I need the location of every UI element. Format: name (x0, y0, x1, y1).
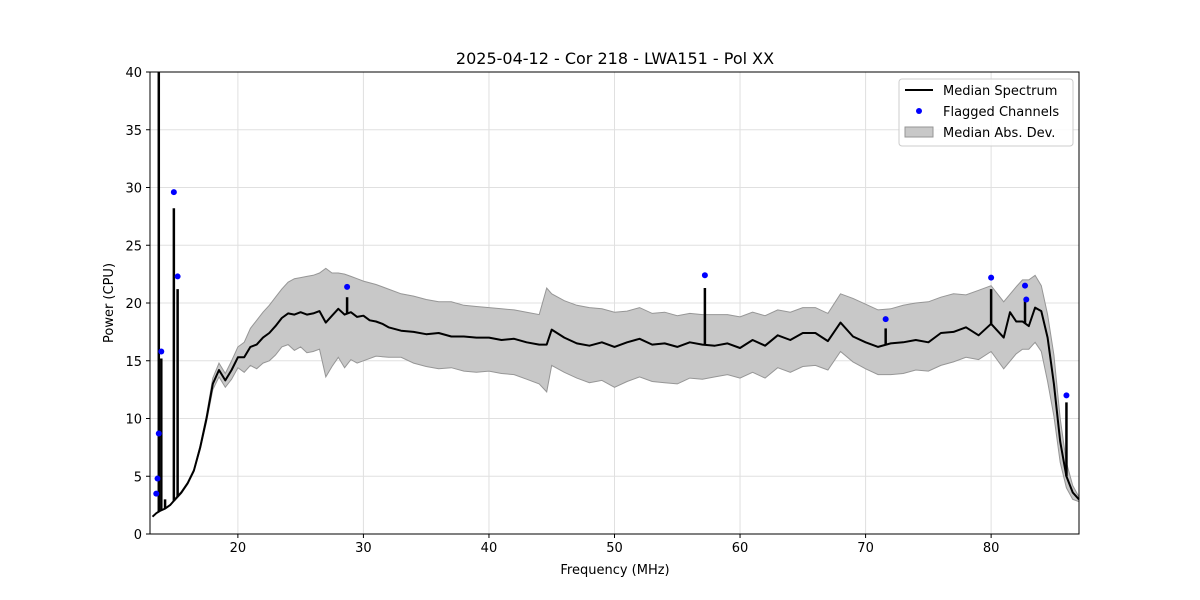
y-tick-label: 35 (125, 124, 142, 139)
chart-title: 2025-04-12 - Cor 218 - LWA151 - Pol XX (456, 49, 774, 68)
y-tick-label: 0 (134, 528, 142, 543)
flagged-channel-point (701, 272, 708, 279)
flagged-channel-point (1023, 296, 1030, 303)
flagged-channel-point (154, 475, 161, 482)
x-tick-label: 50 (606, 541, 623, 556)
flagged-channel-point (158, 348, 165, 355)
flagged-channel-point (153, 490, 160, 497)
legend-marker-swatch (916, 108, 922, 114)
x-tick-label: 30 (355, 541, 372, 556)
legend-label-median: Median Spectrum (943, 84, 1057, 99)
flagged-channel-point (882, 316, 889, 323)
y-tick-label: 20 (125, 297, 142, 312)
legend-patch-swatch (904, 126, 934, 138)
median-spectrum-line (151, 306, 1080, 518)
legend: Median Spectrum Flagged Channels Median … (898, 78, 1074, 147)
flagged-channel-point (344, 283, 351, 290)
y-tick-label: 40 (125, 66, 142, 81)
y-axis-label: Power (CPU) (102, 263, 117, 343)
y-tick-label: 25 (125, 239, 142, 254)
x-tick-label: 20 (230, 541, 247, 556)
flagged-channel-point (1022, 282, 1029, 289)
flagged-channel-point (988, 274, 995, 281)
x-tick-label: 70 (857, 541, 874, 556)
flagged-channel-point (1063, 392, 1070, 399)
y-axis-ticks: 0 5 10 15 20 25 30 35 40 (125, 66, 150, 543)
x-tick-label: 80 (983, 541, 1000, 556)
legend-frame (898, 78, 1074, 147)
x-tick-label: 60 (732, 541, 749, 556)
y-tick-label: 10 (125, 413, 142, 428)
flagged-markers (153, 189, 1070, 497)
legend-label-mad: Median Abs. Dev. (943, 126, 1055, 141)
flagged-channel-point (170, 189, 177, 196)
y-tick-label: 5 (134, 470, 142, 485)
legend-label-flagged: Flagged Channels (943, 105, 1059, 120)
x-axis-label: Frequency (MHz) (560, 563, 669, 578)
flagged-channel-point (174, 273, 181, 280)
y-tick-label: 30 (125, 182, 142, 197)
x-tick-label: 40 (481, 541, 498, 556)
y-tick-label: 15 (125, 355, 142, 370)
flagged-channel-point (155, 430, 162, 437)
x-axis-ticks: 20 30 40 50 60 70 80 (230, 534, 1000, 556)
